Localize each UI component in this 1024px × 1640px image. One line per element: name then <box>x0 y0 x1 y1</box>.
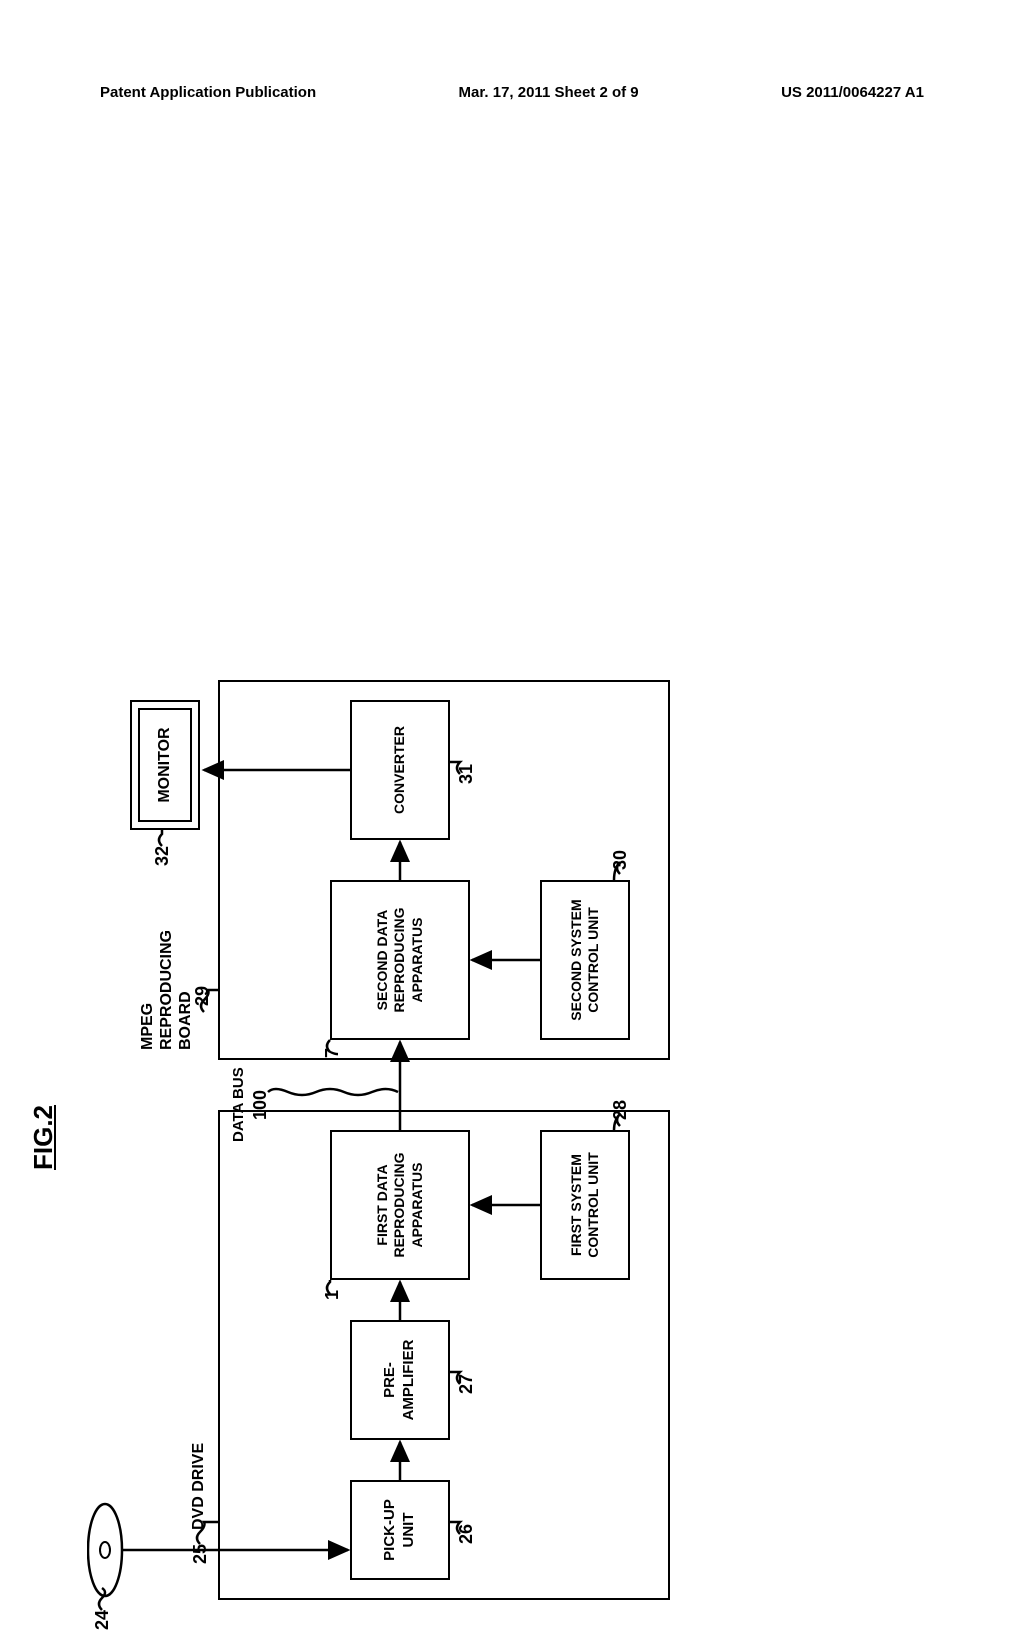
mpeg-board-ref: 29 <box>192 986 213 1006</box>
block-converter: CONVERTER <box>350 700 450 840</box>
converter-ref: 31 <box>456 764 477 784</box>
block-second-data: SECOND DATAREPRODUCINGAPPARATUS <box>330 880 470 1040</box>
page-header: Patent Application Publication Mar. 17, … <box>100 84 924 101</box>
dvd-drive-ref: 25 <box>190 1544 211 1564</box>
diagram-rotated: FIG.2 25 DVD DRIVE MPEGREPRODUCINGBOARD … <box>10 640 770 1640</box>
page: Patent Application Publication Mar. 17, … <box>0 0 1024 1320</box>
databus-ref: 100 <box>250 1090 271 1120</box>
second-ref: 7 <box>322 1048 343 1058</box>
block-monitor: MONITOR <box>138 708 192 822</box>
mpeg-board-label: MPEGREPRODUCINGBOARD <box>138 930 196 1050</box>
diagram-area: FIG.2 25 DVD DRIVE MPEGREPRODUCINGBOARD … <box>130 140 890 1140</box>
block-first-data: FIRST DATAREPRODUCINGAPPARATUS <box>330 1130 470 1280</box>
databus-label: DATA BUS <box>230 1067 247 1142</box>
dvd-drive-label: DVD DRIVE <box>190 1443 208 1530</box>
second-ctrl-ref: 30 <box>610 850 631 870</box>
monitor-ref: 32 <box>152 846 173 866</box>
block-pickup: PICK-UPUNIT <box>350 1480 450 1580</box>
block-first-ctrl: FIRST SYSTEMCONTROL UNIT <box>540 1130 630 1280</box>
header-center: Mar. 17, 2011 Sheet 2 of 9 <box>459 84 639 101</box>
preamp-ref: 27 <box>456 1374 477 1394</box>
disc-ref: 24 <box>92 1610 113 1630</box>
block-preamp: PRE-AMPLIFIER <box>350 1320 450 1440</box>
figure-title: FIG.2 <box>28 1105 59 1170</box>
header-right: US 2011/0064227 A1 <box>781 84 924 101</box>
pickup-ref: 26 <box>456 1524 477 1544</box>
header-left: Patent Application Publication <box>100 84 316 101</box>
block-second-ctrl: SECOND SYSTEMCONTROL UNIT <box>540 880 630 1040</box>
first-ctrl-ref: 28 <box>610 1100 631 1120</box>
disc-icon <box>87 1502 132 1598</box>
first-ref: 1 <box>322 1290 343 1300</box>
